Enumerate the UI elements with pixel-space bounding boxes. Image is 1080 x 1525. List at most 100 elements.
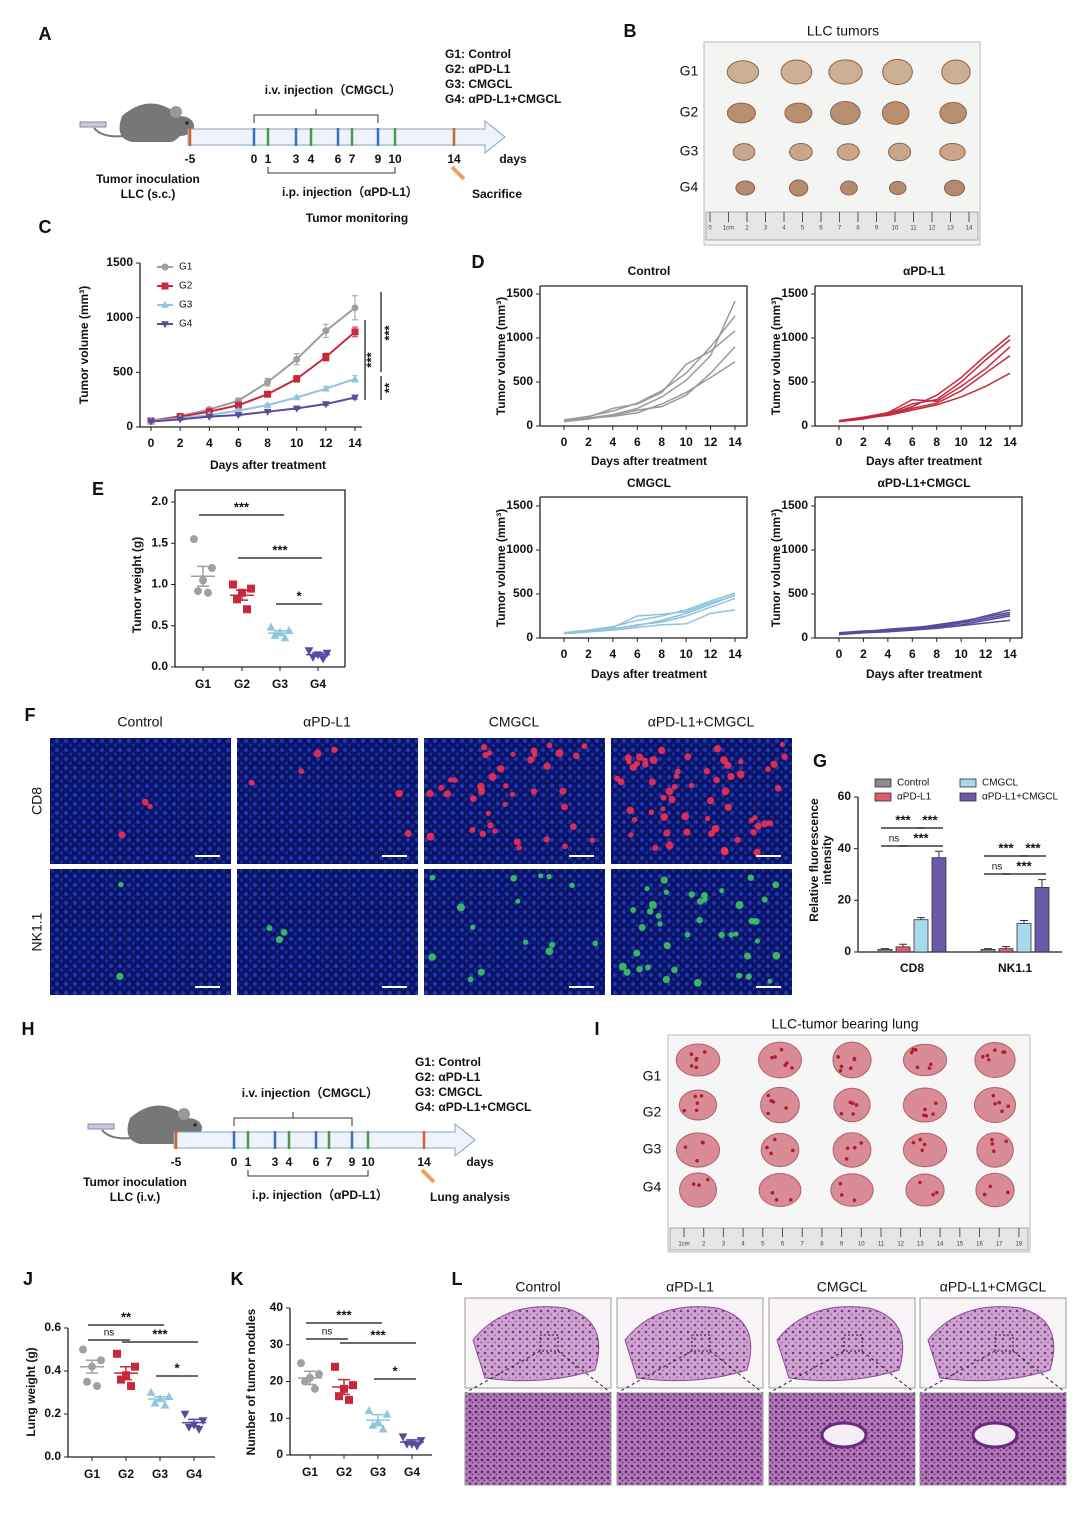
stained-cell: [708, 830, 715, 837]
point: [247, 584, 255, 593]
nodule: [911, 1047, 916, 1052]
stained-cell: [477, 968, 485, 976]
panel-label: A: [39, 24, 52, 44]
stained-cell: [573, 752, 580, 760]
stained-cell: [736, 972, 743, 979]
point: [293, 355, 301, 363]
micrograph: [237, 738, 418, 864]
stained-cell: [452, 777, 458, 783]
ruler-label: 9: [875, 226, 879, 232]
y-tick-label: 1000: [781, 330, 808, 344]
nodule: [854, 1103, 859, 1107]
nodule: [911, 1140, 916, 1145]
group-legend: G1: Control: [445, 47, 511, 61]
lung: [902, 1132, 948, 1168]
tumor: [941, 59, 971, 85]
error-bar: [338, 1378, 350, 1396]
stained-cell: [648, 900, 657, 909]
y-tick-label: 500: [513, 374, 533, 388]
stained-cell: [765, 766, 771, 772]
y-axis-label: Tumor weight (g): [130, 537, 144, 633]
point: [83, 1377, 91, 1386]
point: [161, 282, 169, 290]
x-tick-label: NK1.1: [998, 961, 1032, 975]
day-label: 6: [313, 1155, 320, 1169]
series-line: [563, 361, 736, 422]
tumor: [939, 101, 967, 125]
stained-cell: [688, 891, 695, 898]
day-label: 7: [326, 1155, 333, 1169]
legend-label: G1: [179, 262, 193, 273]
y-tick-label: 1000: [506, 542, 533, 556]
series-line: [150, 396, 356, 423]
y-tick-label: 1000: [106, 310, 133, 324]
x-tick-label: G3: [370, 1465, 386, 1479]
ruler: [705, 211, 979, 241]
x-tick-label: 6: [909, 647, 916, 661]
lung: [760, 1132, 800, 1168]
y-tick-label: 0: [844, 944, 851, 958]
x-tick-label: G4: [404, 1465, 420, 1479]
significance-label: ns: [104, 1328, 115, 1339]
y-axis-label: Tumor volume (mm³): [77, 286, 91, 404]
x-tick-label: 0: [561, 435, 568, 449]
frame: [815, 285, 1023, 426]
nodule: [766, 1093, 771, 1098]
stained-cell: [720, 756, 728, 764]
bar: [931, 857, 947, 953]
stained-cell: [652, 844, 659, 851]
tumor: [732, 143, 756, 161]
iv-label: i.v. injection（CMGCL）: [265, 82, 401, 97]
stained-cell: [426, 832, 435, 841]
nodule: [931, 1192, 935, 1197]
point: [198, 1417, 208, 1426]
nodule: [909, 1050, 914, 1055]
point: [318, 655, 328, 664]
stained-cell: [752, 918, 760, 925]
row-label: G2: [680, 104, 699, 120]
stained-cell: [743, 952, 752, 960]
x-tick-label: 2: [585, 647, 592, 661]
stained-cell: [141, 798, 149, 806]
stained-cell: [724, 803, 732, 811]
stained-cell: [662, 975, 670, 984]
x-tick-label: 14: [728, 435, 742, 449]
stained-cell: [298, 768, 305, 775]
stained-cell: [665, 841, 674, 850]
point: [263, 400, 272, 408]
nodule: [779, 1047, 784, 1052]
nodule: [982, 1192, 987, 1197]
stained-cell: [658, 746, 666, 755]
ruler-label: 5: [801, 226, 805, 232]
point: [322, 384, 330, 392]
stained-cell: [561, 803, 568, 811]
tumor: [726, 60, 760, 84]
nodule: [844, 1157, 849, 1161]
y-tick-label: 0: [801, 630, 808, 644]
lung: [902, 1087, 948, 1123]
bar: [1016, 923, 1032, 953]
error-bar: [120, 1365, 132, 1381]
x-tick-label: 10: [290, 436, 304, 450]
stained-cell: [663, 829, 671, 837]
tumor: [735, 180, 756, 196]
nodule: [770, 1191, 775, 1195]
stained-cell: [761, 896, 768, 903]
stained-cell: [448, 777, 454, 783]
stained-cell: [711, 824, 720, 833]
point: [264, 378, 272, 386]
zoom-box: [994, 1334, 1014, 1352]
x-tick-label: 0: [836, 647, 843, 661]
micrograph: [50, 869, 231, 995]
nodule: [770, 1055, 774, 1060]
series-line: [563, 330, 736, 422]
stained-cell: [509, 791, 515, 797]
stained-cell: [719, 888, 725, 894]
point: [180, 1410, 190, 1419]
error-bar: [312, 652, 324, 658]
legend-label: G4: [179, 319, 193, 330]
point: [194, 1425, 204, 1434]
stained-cell: [635, 753, 644, 761]
nodule: [987, 1057, 991, 1062]
lung: [758, 1041, 802, 1079]
